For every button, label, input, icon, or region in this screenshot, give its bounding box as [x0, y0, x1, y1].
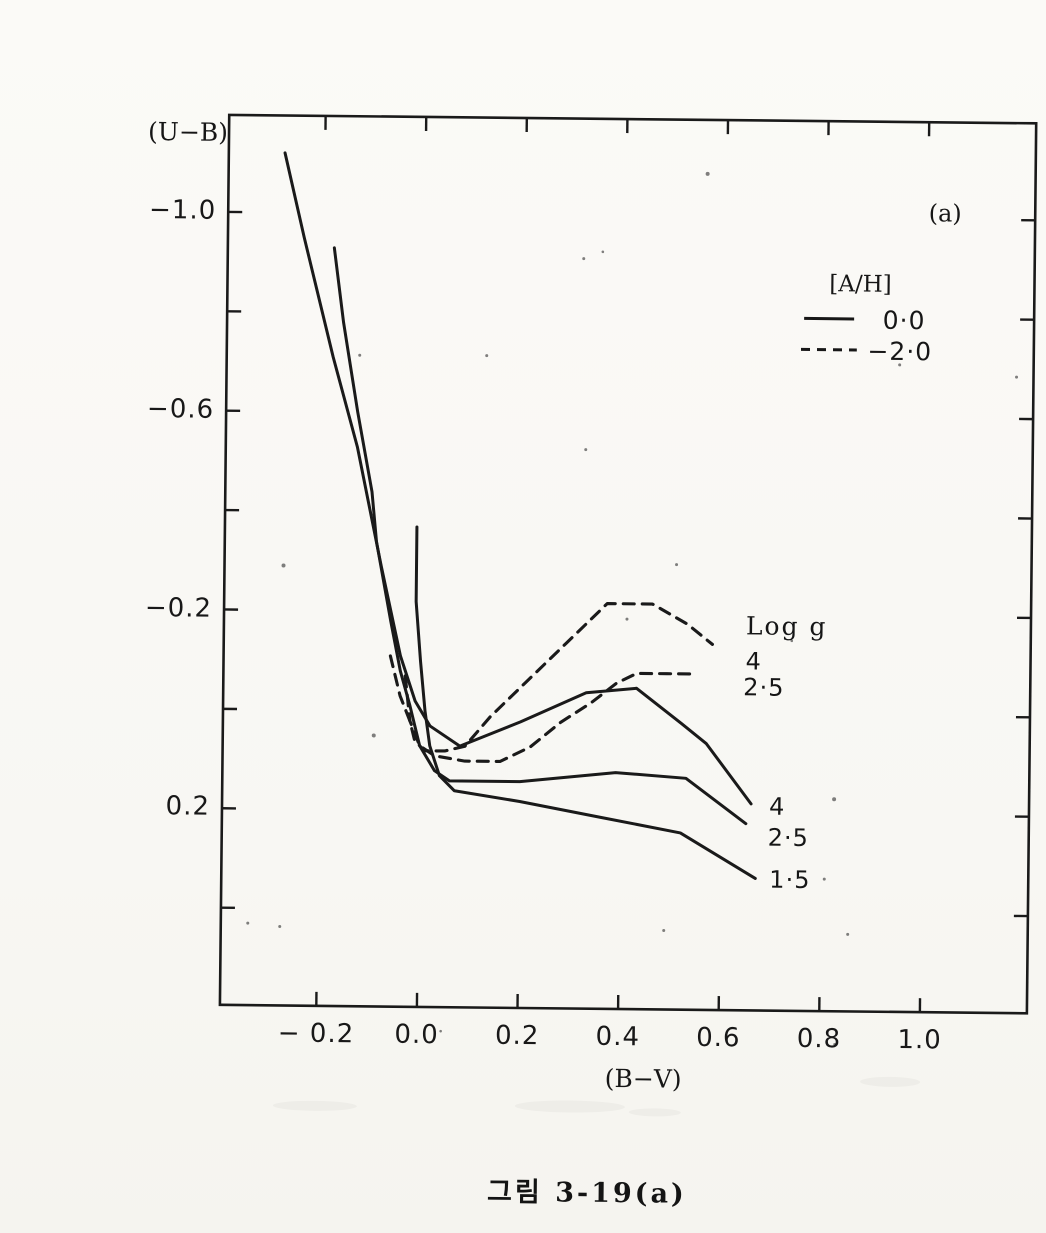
curve-dashed-logg25: [403, 671, 699, 764]
scan-smudge: [860, 1076, 921, 1087]
legend-title: [A/H]: [829, 271, 892, 298]
panel-label: (a): [928, 199, 962, 228]
curve-label-dashed-logg25: 2·5: [743, 673, 785, 702]
y-axis-title: (U−B): [147, 117, 229, 147]
scan-smudge: [628, 1108, 681, 1117]
scan-speck: [833, 1042, 836, 1046]
x-tick-label: 0.0: [394, 1019, 439, 1051]
dashed-line-sample-icon: [800, 347, 857, 352]
scan-speck: [584, 448, 588, 452]
y-tick-label: 0.2: [165, 791, 211, 823]
x-axis-title: (B−V): [604, 1063, 682, 1094]
y-tick-label: −0.6: [146, 393, 215, 425]
curve-dashed-logg4: [388, 602, 714, 753]
scan-speck: [246, 921, 250, 925]
curve-solid-logg4: [283, 151, 753, 806]
scan-speck: [898, 363, 902, 367]
x-tick-label: 0.8: [796, 1023, 842, 1055]
x-tick-label: 0.2: [494, 1020, 540, 1052]
curve-solid-logg15: [414, 525, 757, 880]
scan-speck: [662, 928, 666, 932]
scan-speck: [278, 924, 282, 928]
solid-line-sample-icon: [804, 316, 855, 321]
scan-smudge: [272, 1100, 357, 1111]
scan-speck: [281, 563, 286, 568]
curve-label-solid-logg4: 4: [768, 792, 786, 821]
scan-speck: [832, 797, 837, 802]
plot-frame: [218, 113, 1038, 1015]
curve-solid-logg25: [332, 246, 748, 826]
scan-speck: [846, 932, 850, 936]
scan-speck: [485, 354, 489, 358]
scan-speck: [705, 171, 710, 176]
curve-group-title: Log g: [745, 611, 828, 642]
y-tick-label: −0.2: [144, 592, 213, 624]
curve-label-solid-logg25: 2·5: [767, 823, 810, 853]
scan-speck: [625, 617, 629, 621]
x-tick-label: 0.4: [595, 1021, 641, 1053]
legend-entry-dashed-label: −2·0: [867, 336, 933, 367]
scan-speck: [822, 877, 826, 881]
scan-speck: [582, 257, 586, 261]
y-tick-label: −1.0: [148, 195, 217, 226]
curve-label-solid-logg15: 1·5: [769, 865, 811, 895]
scan-smudge: [514, 1100, 625, 1113]
scan-speck: [601, 250, 605, 254]
scan-speck: [371, 733, 376, 738]
scan-speck: [439, 1029, 442, 1033]
figure-caption: 그림 3-19(a): [486, 1176, 687, 1210]
x-tick-label: − 0.2: [277, 1018, 355, 1050]
scan-speck: [790, 639, 794, 643]
curve-label-dashed-logg4: 4: [745, 647, 762, 676]
scan-speck: [358, 353, 362, 357]
x-tick-label: 0.6: [696, 1022, 741, 1054]
x-tick-label: 1.0: [897, 1024, 942, 1056]
legend-entry-solid-label: 0·0: [882, 305, 926, 336]
scan-speck: [675, 563, 679, 567]
scan-speck: [1015, 375, 1019, 379]
